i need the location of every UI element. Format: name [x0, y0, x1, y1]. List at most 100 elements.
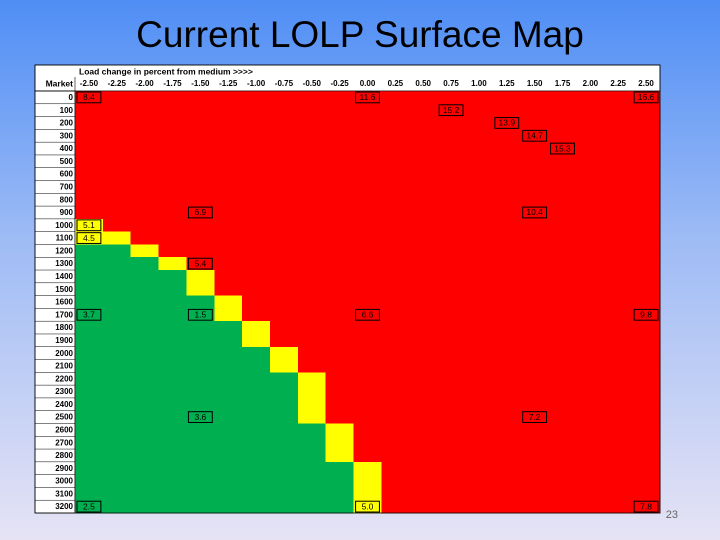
cell	[520, 257, 549, 271]
cell	[576, 282, 605, 297]
cell	[437, 180, 466, 194]
cell	[186, 116, 215, 130]
cell	[604, 167, 633, 181]
cell	[492, 359, 522, 373]
cell	[548, 295, 577, 309]
cell	[214, 346, 243, 360]
cell	[214, 91, 243, 105]
cell	[186, 180, 215, 194]
column-header: 1.75	[555, 79, 571, 88]
cell	[437, 500, 466, 514]
cell	[130, 372, 159, 386]
cell	[102, 218, 132, 233]
cell	[297, 154, 327, 169]
cell	[604, 116, 633, 130]
value-box	[76, 500, 102, 513]
cell	[270, 321, 299, 335]
cell	[576, 116, 605, 130]
cell	[270, 193, 299, 207]
cell	[381, 116, 410, 130]
cell	[520, 436, 549, 450]
row-label: 100	[60, 106, 74, 115]
cell	[130, 129, 159, 143]
cell	[186, 461, 215, 476]
cell	[520, 359, 549, 373]
cell	[520, 500, 549, 514]
page-number: 23	[665, 509, 678, 521]
cell	[520, 193, 549, 207]
cell	[130, 436, 159, 450]
cell	[576, 193, 605, 207]
cell	[576, 449, 605, 463]
cell	[465, 385, 494, 399]
cell	[186, 410, 215, 424]
cell	[632, 295, 661, 309]
cell	[437, 474, 466, 488]
row-label: 1200	[55, 246, 73, 255]
cell	[297, 180, 327, 194]
cell	[214, 372, 243, 386]
cell	[242, 167, 271, 181]
row-label: 1800	[55, 323, 73, 332]
cell	[102, 180, 132, 194]
row-label: 0	[69, 93, 74, 102]
cell	[214, 282, 243, 297]
cell	[297, 103, 327, 117]
cell	[130, 180, 159, 194]
cell	[604, 474, 633, 488]
cell	[353, 257, 382, 271]
cell	[297, 423, 327, 437]
cell	[325, 397, 354, 412]
cell	[465, 257, 494, 271]
cell	[242, 500, 271, 514]
cell	[75, 91, 104, 105]
cell	[242, 397, 271, 412]
column-header: -0.50	[303, 79, 322, 88]
row-label: 1300	[55, 259, 73, 268]
cell	[186, 333, 215, 348]
cell	[465, 372, 494, 386]
cell	[381, 487, 410, 501]
cell	[270, 295, 299, 309]
cell	[75, 474, 104, 488]
header-background	[34, 64, 661, 92]
cell	[214, 244, 243, 258]
cell	[297, 231, 327, 245]
value-box	[76, 219, 102, 232]
cell	[409, 321, 438, 335]
cell	[75, 449, 104, 463]
cell	[520, 333, 549, 348]
cell	[520, 385, 549, 399]
cell	[214, 487, 243, 501]
cell	[102, 231, 132, 245]
cell	[158, 449, 187, 463]
cell	[381, 91, 410, 105]
cell	[325, 218, 354, 233]
cell	[214, 231, 243, 245]
cell	[409, 103, 438, 117]
cell	[75, 333, 104, 348]
cell	[102, 206, 132, 220]
cell	[297, 142, 327, 156]
cell	[465, 487, 494, 501]
row-label: 300	[60, 131, 74, 140]
cell	[604, 346, 633, 360]
cell	[465, 206, 494, 220]
cell	[409, 461, 438, 476]
cell-value: 13.9	[499, 118, 516, 128]
cell	[186, 308, 215, 322]
cell	[102, 244, 132, 258]
cell	[437, 321, 466, 335]
cell	[520, 295, 549, 309]
cell	[297, 461, 327, 476]
cell	[409, 142, 438, 156]
cell	[353, 295, 382, 309]
cell	[130, 321, 159, 335]
value-box	[522, 206, 548, 219]
column-header: -0.75	[275, 79, 294, 88]
cell	[632, 218, 661, 233]
cell	[492, 500, 522, 514]
cell	[409, 346, 438, 360]
cell	[214, 423, 243, 437]
cell	[297, 436, 327, 450]
